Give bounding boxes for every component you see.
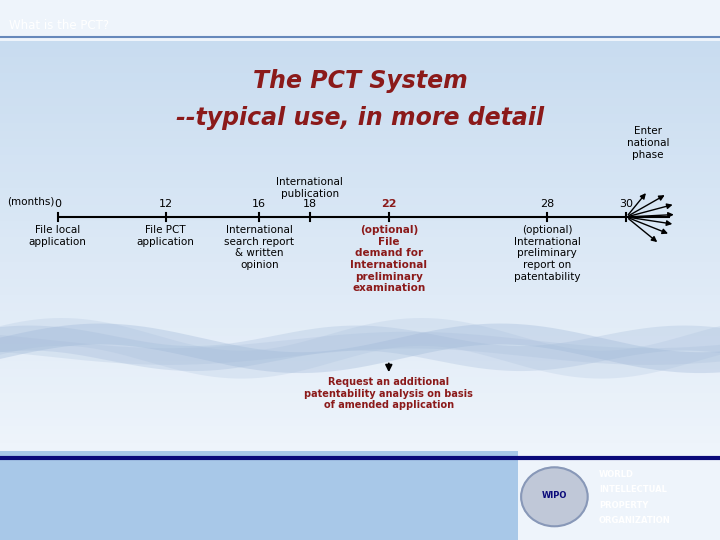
Bar <box>0 254 720 262</box>
Text: PROPERTY: PROPERTY <box>599 501 649 510</box>
Text: 12: 12 <box>158 199 173 209</box>
Text: 30: 30 <box>619 199 634 209</box>
Bar <box>0 131 720 139</box>
Bar <box>0 336 720 344</box>
Bar <box>0 353 720 361</box>
Bar <box>0 410 720 418</box>
Bar <box>0 303 720 312</box>
Text: 18: 18 <box>302 199 317 209</box>
Bar <box>0 279 720 287</box>
Text: What is the PCT?: What is the PCT? <box>9 18 109 32</box>
Bar <box>0 180 720 188</box>
Text: Request an additional
patentability analysis on basis
of amended application: Request an additional patentability anal… <box>305 377 473 410</box>
Bar <box>0 271 720 279</box>
Bar <box>0 123 720 131</box>
Bar <box>0 426 720 435</box>
Bar <box>0 147 720 156</box>
Text: 22: 22 <box>381 199 397 209</box>
Bar <box>0 139 720 147</box>
Bar <box>0 385 720 394</box>
Bar <box>0 328 720 336</box>
Bar <box>0 369 720 377</box>
Bar <box>0 106 720 114</box>
Text: 16: 16 <box>252 199 266 209</box>
Text: Enter
national
phase: Enter national phase <box>626 126 670 159</box>
Bar <box>0 418 720 426</box>
Bar <box>0 164 720 172</box>
Bar <box>0 230 720 238</box>
Text: WORLD: WORLD <box>599 470 634 479</box>
Bar <box>0 435 720 443</box>
Bar <box>0 114 720 123</box>
Text: (months): (months) <box>6 197 54 207</box>
Bar <box>0 57 720 65</box>
Bar <box>0 361 720 369</box>
Bar <box>0 213 720 221</box>
Bar <box>0 377 720 385</box>
Bar <box>0 295 720 303</box>
Text: (optional)
International
preliminary
report on
patentability: (optional) International preliminary rep… <box>514 225 580 281</box>
Bar <box>0 156 720 164</box>
Text: WIPO: WIPO <box>541 491 567 500</box>
Bar <box>0 402 720 410</box>
Bar <box>0 262 720 271</box>
Text: INTELLECTUAL: INTELLECTUAL <box>599 485 667 494</box>
Text: 0: 0 <box>54 199 61 209</box>
Bar <box>0 451 518 540</box>
Text: File PCT
application: File PCT application <box>137 225 194 247</box>
Circle shape <box>521 467 588 526</box>
Text: International
search report
& written
opinion: International search report & written op… <box>224 225 294 270</box>
Text: ORGANIZATION: ORGANIZATION <box>599 516 671 525</box>
Bar <box>0 65 720 73</box>
Bar <box>0 49 720 57</box>
Bar <box>0 188 720 197</box>
Text: 28: 28 <box>540 199 554 209</box>
Bar <box>0 40 720 49</box>
Bar <box>0 344 720 353</box>
Bar <box>0 221 720 230</box>
Bar <box>0 320 720 328</box>
Text: The PCT System: The PCT System <box>253 69 467 93</box>
Text: (optional)
File
demand for
International
preliminary
examination: (optional) File demand for International… <box>351 225 427 293</box>
Bar <box>0 98 720 106</box>
Text: File local
application: File local application <box>29 225 86 247</box>
Bar <box>0 394 720 402</box>
Bar <box>0 197 720 205</box>
Bar <box>0 443 720 451</box>
Bar <box>0 238 720 246</box>
Bar <box>0 287 720 295</box>
Bar <box>0 246 720 254</box>
Bar <box>0 73 720 82</box>
Text: --typical use, in more detail: --typical use, in more detail <box>176 106 544 130</box>
Bar <box>0 205 720 213</box>
Bar <box>0 82 720 90</box>
Bar <box>0 312 720 320</box>
Bar <box>0 90 720 98</box>
Text: International
publication: International publication <box>276 177 343 199</box>
Bar <box>0 172 720 180</box>
